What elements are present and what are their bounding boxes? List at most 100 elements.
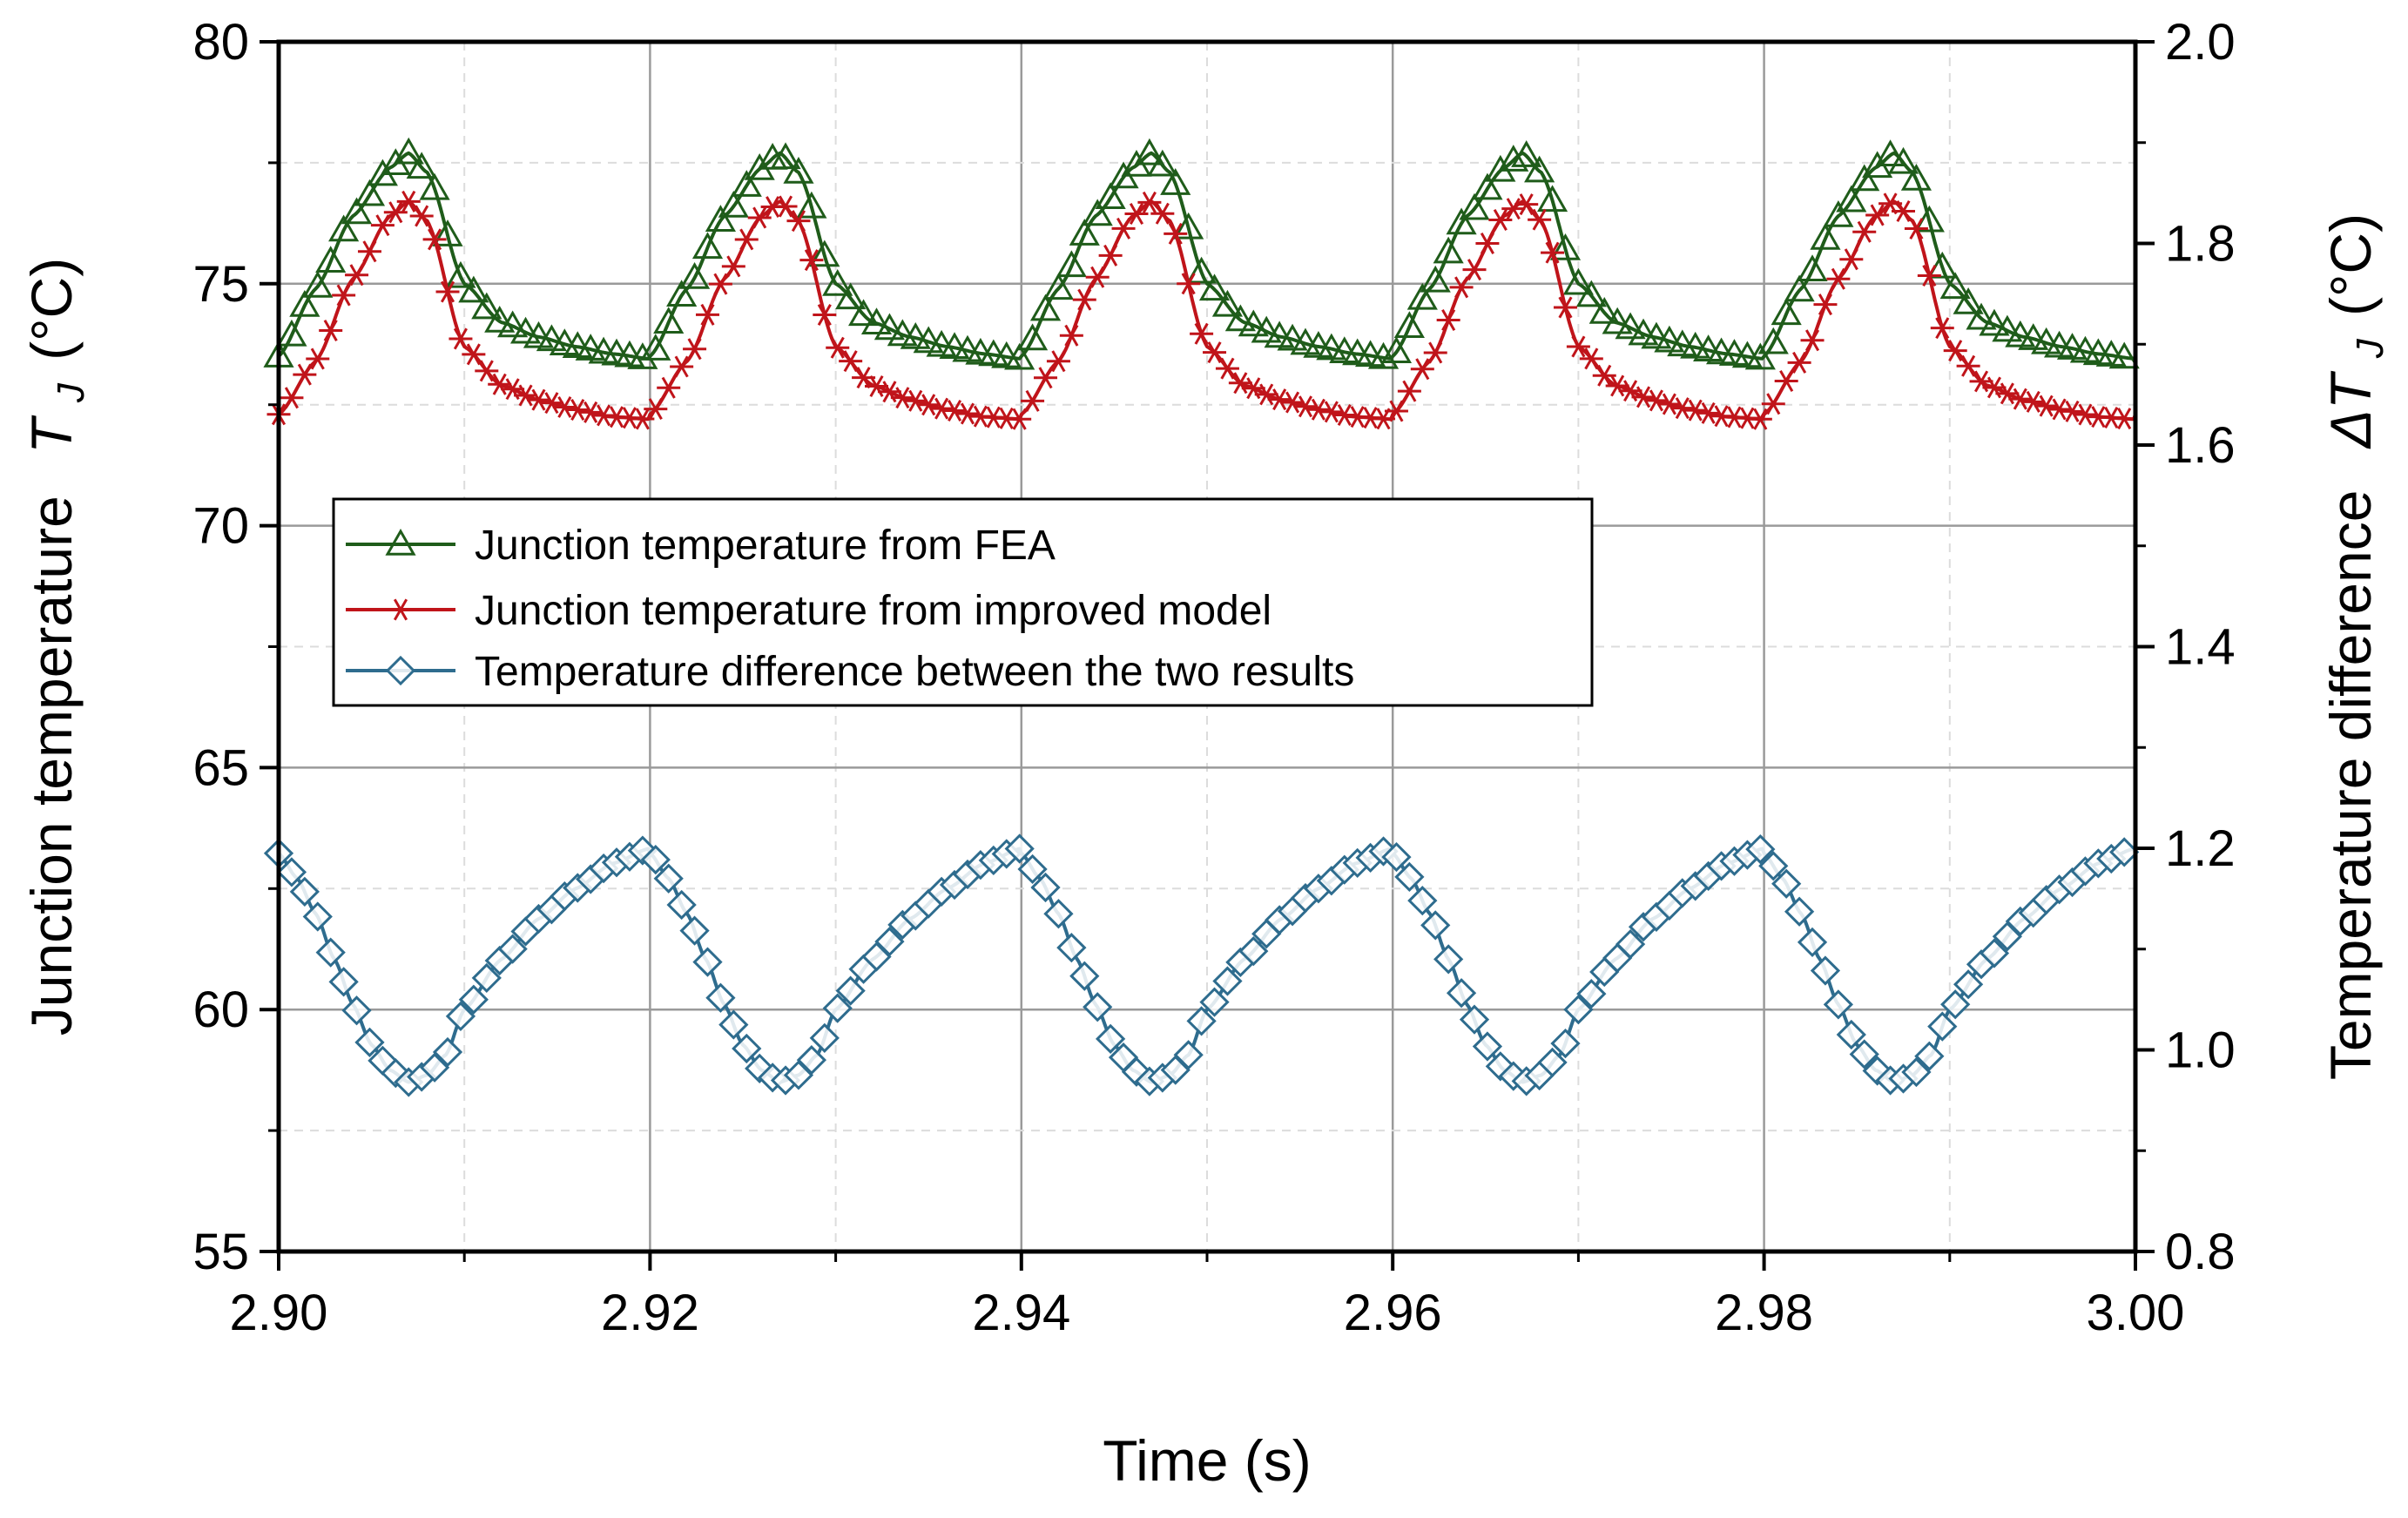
data-point-temperature-difference (1199, 987, 1230, 1017)
data-point-improved-model (526, 388, 550, 411)
legend: Junction temperature from FEA Junction t… (332, 497, 1594, 707)
data-point-temperature-difference (1096, 1023, 1126, 1054)
data-point-fea (1874, 139, 1906, 167)
data-point-fea (691, 232, 724, 260)
data-point-fea (1147, 149, 1178, 177)
data-point-improved-model-stroke (1831, 267, 1845, 290)
data-point-improved-model-stroke (440, 280, 455, 303)
data-point-improved-model (890, 387, 914, 409)
data-point-improved-model (1943, 340, 1967, 362)
data-point-temperature-difference (1030, 872, 1061, 903)
data-point-improved-model (903, 389, 927, 412)
y-left-title-text: Junction temperature (19, 496, 84, 1036)
legend-label-improved-model: Junction temperature from improved model (475, 588, 1271, 634)
data-point-improved-model (1423, 341, 1447, 364)
data-point-improved-model-stroke (336, 284, 351, 307)
data-point-fea (1810, 222, 1841, 250)
legend-entry-fea: Junction temperature from FEA (346, 523, 1056, 569)
data-point-fea (822, 269, 853, 296)
legend-label-temperature-difference: Temperature difference between the two r… (475, 649, 1354, 695)
data-point-improved-model-stroke (856, 367, 871, 389)
data-point-improved-model-stroke (2104, 406, 2119, 428)
data-point-improved-model-stroke (1857, 220, 1872, 243)
data-point-improved-model-stroke (1986, 376, 2002, 399)
data-point-fea (913, 326, 944, 354)
data-point-improved-model (345, 264, 369, 287)
data-point-improved-model (799, 249, 824, 272)
data-point-fea (1562, 267, 1594, 295)
x-tick-label: 2.94 (972, 1285, 1070, 1341)
data-point-fea (1784, 274, 1815, 302)
data-point-fea (1433, 236, 1464, 264)
y-left-title-unit: (°C) (19, 258, 84, 361)
data-point-fea (847, 299, 880, 327)
data-point-improved-model (1150, 202, 1175, 225)
data-point-improved-model-stroke (752, 206, 767, 229)
data-point-improved-model (644, 398, 668, 421)
data-point-temperature-difference (1953, 969, 1984, 1000)
data-point-improved-model (786, 210, 811, 233)
data-point-improved-model (475, 360, 499, 382)
data-point-improved-model (1930, 317, 1954, 340)
data-point-improved-model (734, 228, 759, 251)
data-point-improved-model (280, 387, 304, 409)
data-point-improved-model-stroke (323, 319, 338, 341)
data-point-improved-model-stroke (310, 347, 325, 370)
data-point-improved-model-stroke (2039, 395, 2054, 417)
data-point-fea (1953, 287, 1984, 314)
data-point-temperature-difference (471, 962, 502, 994)
data-point-improved-model (942, 399, 967, 422)
data-point-improved-model-stroke (869, 375, 884, 398)
data-point-fea (860, 307, 893, 335)
data-point-improved-model-stroke (674, 355, 689, 378)
data-point-improved-model-stroke (1038, 367, 1053, 389)
x-tick-label: 2.96 (1344, 1285, 1442, 1341)
data-point-improved-model (1761, 393, 1785, 415)
data-point-improved-model (1203, 341, 1227, 364)
data-point-improved-model-stroke (986, 406, 1001, 428)
y-right-tick-label: 0.8 (2165, 1224, 2236, 1280)
data-point-improved-model-stroke (1285, 391, 1300, 414)
data-point-temperature-difference (1407, 886, 1438, 916)
y-right-title-unit: (°C) (2318, 213, 2383, 316)
data-point-temperature-difference (2109, 837, 2140, 867)
data-point-improved-model (383, 201, 408, 224)
y-right-tick-label: 1.4 (2165, 619, 2236, 676)
data-point-temperature-difference (1940, 989, 1971, 1020)
data-point-improved-model (1293, 395, 1318, 418)
data-point-improved-model-stroke (415, 205, 429, 227)
data-point-improved-model (2008, 388, 2033, 410)
data-point-improved-model-stroke (1571, 335, 1586, 358)
data-point-improved-model (1059, 324, 1083, 347)
data-point-improved-model-stroke (1883, 192, 1898, 215)
data-point-improved-model-stroke (713, 273, 728, 295)
data-point-fea (809, 240, 840, 267)
data-point-improved-model (1034, 367, 1058, 389)
data-point-improved-model (773, 195, 798, 218)
data-point-improved-model-stroke (1051, 350, 1066, 373)
data-point-fea (678, 262, 711, 289)
data-point-fea (1680, 331, 1711, 359)
data-point-improved-model (1164, 222, 1188, 245)
data-point-improved-model-stroke (1454, 276, 1469, 299)
legend-box (332, 497, 1594, 707)
data-point-temperature-difference (1083, 992, 1113, 1022)
data-point-fea (302, 270, 334, 298)
data-point-improved-model (2112, 408, 2136, 430)
data-point-fea (653, 307, 685, 334)
data-point-improved-model (1215, 357, 1239, 380)
data-point-fea (1004, 342, 1035, 370)
data-point-temperature-difference (1381, 841, 1412, 873)
data-point-improved-model (565, 398, 590, 421)
data-point-improved-model (916, 394, 941, 416)
data-point-improved-model-stroke (428, 228, 442, 251)
data-point-improved-model (929, 397, 954, 420)
data-point-improved-model-stroke (1220, 357, 1235, 380)
data-point-improved-model (839, 350, 863, 373)
data-point-temperature-difference (1160, 1055, 1191, 1085)
data-point-improved-model (1384, 400, 1408, 422)
data-point-improved-model (1514, 193, 1539, 216)
data-point-fea (2018, 323, 2049, 350)
data-point-temperature-difference (1771, 868, 1802, 899)
data-point-improved-model-stroke (1662, 393, 1676, 415)
